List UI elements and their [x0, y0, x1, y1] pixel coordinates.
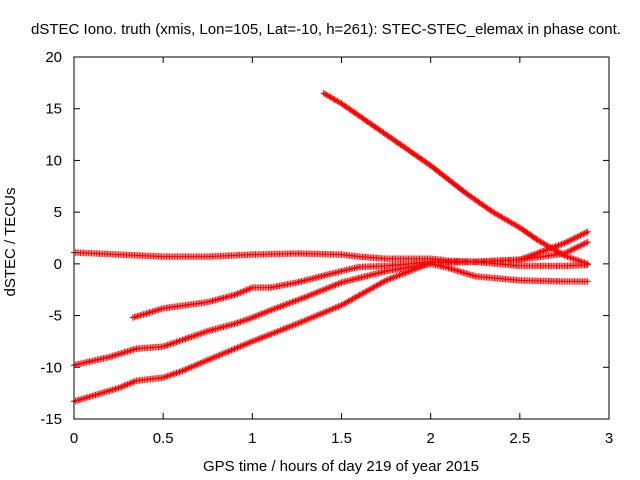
axis-tick-labels: 0 0.5 1 1.5 2 2.5 3 -15 -10 -5 0 5 10 15 20 — [40, 49, 613, 447]
x-tick-label: 3 — [605, 430, 613, 447]
y-tick-label: -5 — [49, 308, 62, 325]
y-tick-label: 5 — [54, 204, 62, 221]
y-axis-label: dSTEC / TECUs — [2, 188, 19, 297]
y-tick-label: 15 — [45, 101, 62, 118]
y-tick-label: 10 — [45, 152, 62, 169]
x-tick-label: 1.5 — [331, 430, 352, 447]
series-4-markers — [320, 90, 591, 268]
x-tick-label: 2 — [426, 430, 434, 447]
series-3 — [129, 258, 591, 321]
axis-ticks — [73, 56, 610, 420]
x-tick-label: 2.5 — [509, 430, 530, 447]
data-series — [70, 90, 591, 405]
chart-title: dSTEC Iono. truth (xmis, Lon=105, Lat=-1… — [31, 21, 621, 38]
x-tick-label: 0.5 — [153, 430, 174, 447]
series-0-markers — [70, 238, 591, 265]
x-tick-label: 1 — [248, 430, 256, 447]
series-0 — [70, 238, 591, 265]
plot-frame — [73, 56, 610, 420]
y-tick-label: 20 — [45, 49, 62, 66]
series-3-markers — [129, 258, 591, 321]
y-tick-label: -15 — [40, 411, 62, 428]
series-4 — [320, 90, 591, 268]
x-axis-label: GPS time / hours of day 219 of year 2015 — [203, 458, 479, 475]
y-tick-label: -10 — [40, 359, 62, 376]
y-tick-label: 0 — [54, 256, 62, 273]
x-tick-label: 0 — [70, 430, 78, 447]
